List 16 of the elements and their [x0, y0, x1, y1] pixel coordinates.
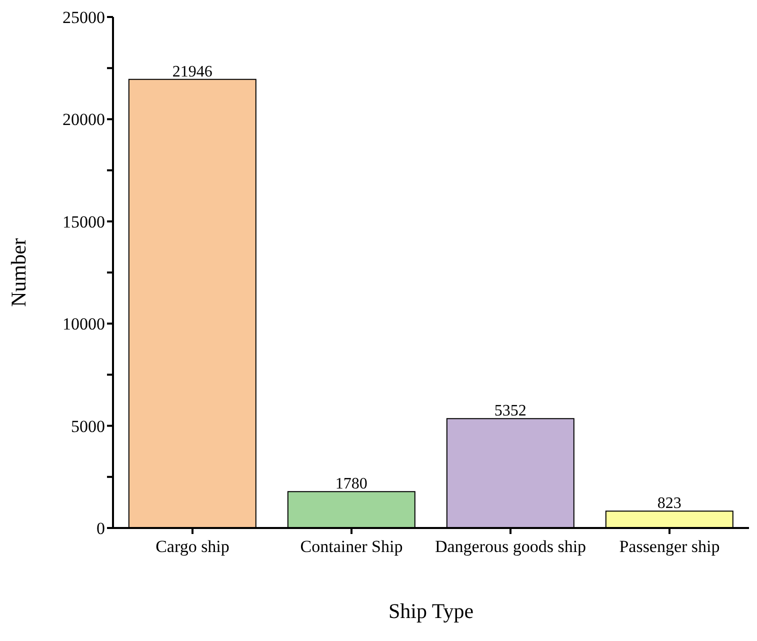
data-label: 5352 [494, 402, 526, 420]
y-tick-label: 10000 [62, 314, 105, 334]
data-label: 823 [657, 495, 682, 512]
x-axis-title: Ship Type [388, 599, 474, 623]
x-tick-label: Cargo ship [156, 537, 230, 556]
x-tick-label: Dangerous goods ship [434, 537, 586, 556]
y-tick-label: 5000 [71, 416, 105, 436]
y-tick-label: 25000 [62, 8, 105, 28]
x-tick-label: Passenger ship [619, 537, 720, 556]
data-label: 1780 [335, 476, 368, 493]
data-label: 21946 [172, 63, 212, 80]
y-tick-label: 20000 [62, 110, 105, 130]
y-axis-title: Number [6, 238, 30, 307]
y-tick-label: 0 [96, 519, 105, 538]
x-tick-label: Container Ship [300, 537, 403, 556]
y-tick-label: 15000 [62, 212, 105, 232]
